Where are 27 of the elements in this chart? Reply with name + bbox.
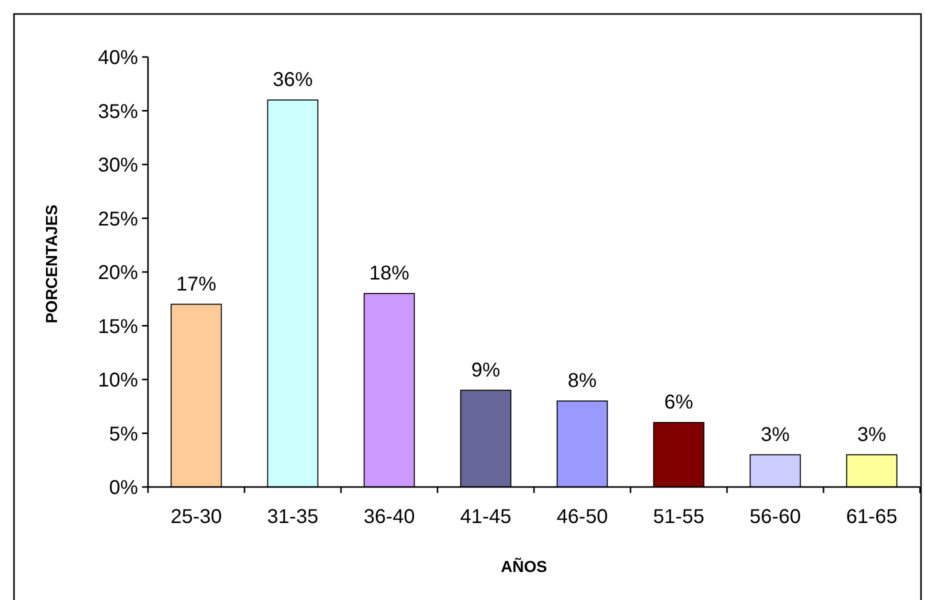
y-tick-label: 30% [98,154,138,176]
y-tick-label: 35% [98,100,138,123]
x-tick-label: 31-35 [267,506,318,528]
x-tick-label: 36-40 [364,506,415,528]
data-label: 8% [568,370,597,392]
x-tick-label: 41-45 [460,506,512,528]
y-tick-label: 10% [98,370,138,392]
data-label: 6% [664,392,694,414]
x-tick-label: 25-30 [170,506,222,528]
x-tick-label: 51-55 [653,506,704,528]
y-tick-label: 25% [98,208,138,230]
y-tick-label: 15% [98,316,138,338]
y-tick-label: 40% [98,47,138,69]
x-tick-label: 61-65 [846,506,898,528]
y-tick-label: 20% [98,262,138,284]
y-tick-label: 5% [109,423,138,446]
y-tick-label: 0% [109,477,138,499]
x-tick-label: 46-50 [556,506,608,528]
y-axis-title: PORCENTAJES [44,204,61,324]
data-label: 17% [176,273,216,296]
x-tick-label: 56-60 [750,506,801,528]
data-label: 36% [272,69,313,91]
data-label: 3% [760,424,790,446]
data-label: 18% [369,262,410,284]
data-label: 3% [857,424,886,446]
data-label: 9% [471,359,500,382]
x-axis-title: AÑOS [500,557,548,576]
